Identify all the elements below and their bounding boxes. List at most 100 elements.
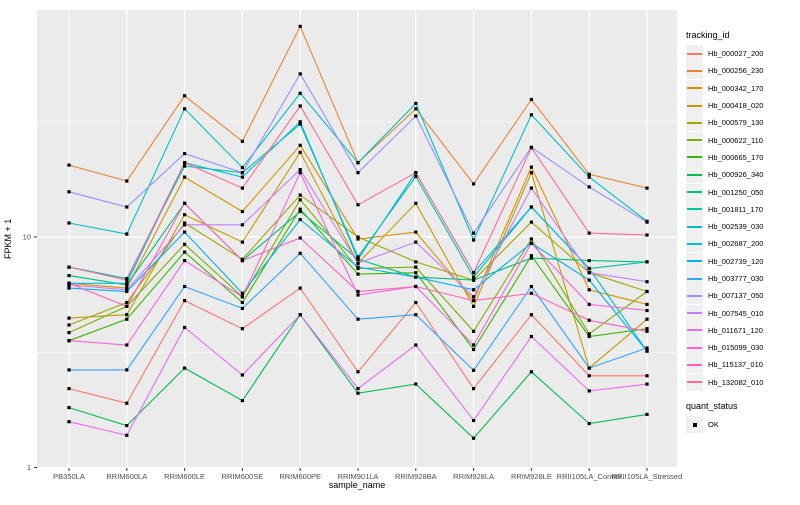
data-point xyxy=(529,241,533,245)
legend-item: Hb_002687_200 xyxy=(686,235,798,253)
legend-key-swatch xyxy=(686,148,703,166)
data-point xyxy=(183,299,187,303)
legend-key-swatch xyxy=(686,373,703,391)
legend-key-swatch xyxy=(686,218,703,236)
legend-title-tracking-id: tracking_id xyxy=(686,30,730,40)
data-point xyxy=(298,236,302,240)
data-point xyxy=(298,207,302,211)
legend-key-swatch xyxy=(686,79,703,97)
legend-key-swatch xyxy=(686,252,703,270)
legend-item: Hb_002739_120 xyxy=(686,252,798,270)
series-color-line-icon xyxy=(687,277,702,280)
data-point xyxy=(587,334,591,339)
data-point xyxy=(472,418,476,423)
data-point xyxy=(472,304,476,308)
x-tick-label: RRIM600PE xyxy=(279,472,321,481)
data-point xyxy=(125,281,129,285)
legend-item: Hb_001811_170 xyxy=(686,200,798,218)
series-color-line-icon xyxy=(687,242,702,245)
x-tick-label: RRII105LA_Stressed xyxy=(612,472,682,481)
data-point xyxy=(183,242,187,246)
data-point xyxy=(240,171,244,175)
data-point xyxy=(587,318,591,322)
data-point xyxy=(183,325,187,330)
data-point xyxy=(472,275,476,279)
data-point xyxy=(67,274,71,278)
legend-item: Hb_000622_110 xyxy=(686,131,798,149)
data-point xyxy=(472,271,476,275)
data-point xyxy=(645,233,649,237)
data-point xyxy=(529,165,533,169)
legend-item-label: Hb_000342_170 xyxy=(708,83,764,93)
legend-item-label: Hb_002739_120 xyxy=(708,256,764,266)
data-point xyxy=(645,329,649,333)
data-point xyxy=(587,288,591,292)
data-point xyxy=(529,113,533,117)
data-point xyxy=(67,190,71,194)
data-point xyxy=(414,271,418,275)
data-point xyxy=(240,306,244,310)
legend-item: Hb_115137_010 xyxy=(686,356,798,374)
data-point xyxy=(414,313,418,317)
data-point xyxy=(125,278,129,282)
data-point xyxy=(240,291,244,295)
x-tick-label: PB350LA xyxy=(53,472,85,481)
data-point xyxy=(472,387,476,391)
data-point xyxy=(587,172,591,176)
data-point xyxy=(587,278,591,282)
legend-key-swatch xyxy=(686,45,703,63)
data-point xyxy=(67,339,71,343)
data-point xyxy=(414,174,418,179)
data-point xyxy=(125,179,129,183)
legend-item-label: Hb_003777_030 xyxy=(708,274,764,283)
data-point xyxy=(645,346,649,350)
data-point xyxy=(356,387,360,391)
legend-item-label: Hb_011671_120 xyxy=(708,325,763,335)
legend-key-swatch xyxy=(686,321,703,339)
data-point xyxy=(587,271,591,275)
data-point xyxy=(183,107,187,111)
legend-item-label: Hb_007545_010 xyxy=(708,308,764,318)
data-point xyxy=(67,281,71,285)
legend-item-label: Hb_000418_020 xyxy=(708,101,764,111)
legend-item: Hb_000342_170 xyxy=(686,79,798,97)
x-tick-label: RRII105LA_Control xyxy=(557,472,622,481)
data-point xyxy=(356,391,360,395)
legend-key-swatch xyxy=(686,166,703,184)
data-point xyxy=(529,291,533,295)
data-point xyxy=(356,161,360,165)
series-color-line-icon xyxy=(687,312,702,315)
data-point xyxy=(414,284,418,289)
data-point xyxy=(183,221,187,225)
data-point xyxy=(356,265,360,269)
data-point xyxy=(125,433,129,437)
data-point xyxy=(587,302,591,306)
series-color-line-icon xyxy=(687,87,702,90)
legend-key-swatch xyxy=(686,97,703,115)
x-axis-title: sample_name xyxy=(328,480,386,490)
series-color-line-icon xyxy=(687,208,702,211)
data-point xyxy=(645,412,649,416)
legend-item-quant-ok: OK xyxy=(686,416,798,434)
legend-item-label: Hb_000256_230 xyxy=(708,66,764,76)
data-point xyxy=(298,72,302,76)
data-point xyxy=(298,91,302,95)
data-point xyxy=(414,265,418,269)
y-axis-title: FPKM + 1 xyxy=(3,218,13,260)
data-point xyxy=(587,366,591,370)
legend-item-label: Hb_132082_010 xyxy=(708,377,764,387)
data-point xyxy=(183,201,187,205)
series-color-line-icon xyxy=(687,260,702,263)
legend-item: Hb_003777_030 xyxy=(686,270,798,287)
legend-item-label: Hb_000027_200 xyxy=(708,49,764,59)
legend-key-swatch xyxy=(686,416,703,434)
data-point xyxy=(125,401,129,405)
data-point xyxy=(240,240,244,244)
data-point xyxy=(472,343,476,347)
data-point xyxy=(298,251,302,255)
legend-item: Hb_000926_340 xyxy=(686,166,798,184)
data-point xyxy=(67,286,71,290)
data-point xyxy=(67,316,71,320)
data-point xyxy=(645,186,649,190)
